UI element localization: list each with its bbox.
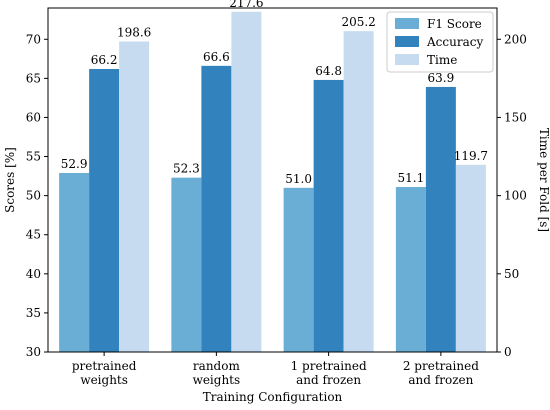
- y-tick-label: 45: [26, 228, 41, 242]
- bar: [425, 86, 456, 353]
- y-axis-title: Scores [%]: [3, 147, 17, 213]
- x-tick-label-line: and frozen: [296, 373, 361, 387]
- bar: [455, 164, 486, 352]
- bar: [343, 31, 374, 353]
- data-label: 51.0: [285, 172, 312, 186]
- y-tick-label: 50: [26, 189, 41, 203]
- data-label: 52.9: [61, 157, 88, 171]
- data-label: 66.6: [203, 50, 230, 64]
- x-tick-label-line: 2 pretrained: [403, 359, 479, 373]
- x-tick-label: 1 pretrained and frozen: [291, 359, 367, 387]
- bar: [119, 41, 150, 352]
- x-tick-label-line: weights: [193, 373, 241, 387]
- y-tick-label: 55: [26, 150, 41, 164]
- legend-swatch: [395, 18, 419, 29]
- x-tick-label: pretrained weights: [72, 359, 137, 387]
- bar: [313, 79, 344, 352]
- plot-frame: [47, 7, 498, 353]
- data-label: 198.6: [117, 25, 151, 39]
- y-tick-label: 35: [26, 306, 41, 320]
- axes-layer: 30 35 40 45 50 55 60 65 70 0 50 100 150 200 pretrained…: [3, 7, 550, 404]
- y2-tick-label: 200: [504, 32, 527, 46]
- bar: [89, 68, 120, 353]
- y-tick-label: 70: [26, 32, 41, 46]
- y2-axis-title: Time per Fold [s]: [537, 128, 550, 232]
- legend-label: Time: [427, 53, 457, 67]
- bar: [201, 65, 232, 352]
- bar: [59, 172, 90, 352]
- bars-layer: [59, 11, 486, 353]
- data-label: 64.8: [315, 64, 342, 78]
- data-label: 217.6: [229, 0, 263, 10]
- legend-swatch: [395, 36, 419, 47]
- bar: [231, 11, 262, 353]
- x-axis-title: Training Configuration: [203, 390, 343, 404]
- y-tick-label: 60: [26, 110, 41, 124]
- bar: [395, 187, 426, 352]
- data-label: 51.1: [398, 171, 425, 185]
- legend-label: F1 Score: [427, 17, 482, 31]
- y2-tick-label: 100: [504, 189, 527, 203]
- x-tick-label-line: weights: [80, 373, 128, 387]
- x-tick-label-line: 1 pretrained: [291, 359, 367, 373]
- legend: F1 Score Accuracy Time: [386, 11, 494, 73]
- data-labels-layer: 52.9 66.2 198.6 52.3 66.6 217.6 51.0 64.8 205.2 5…: [61, 0, 488, 186]
- y2-tick-label: 150: [504, 110, 527, 124]
- bar: [283, 187, 314, 352]
- data-label: 63.9: [428, 71, 455, 85]
- data-label: 66.2: [91, 53, 118, 67]
- y-tick-label: 30: [26, 345, 41, 359]
- data-label: 119.7: [454, 149, 488, 163]
- bar: [171, 177, 202, 352]
- y2-tick-label: 0: [504, 345, 512, 359]
- x-tick-label: 2 pretrained and frozen: [403, 359, 479, 387]
- data-label: 52.3: [173, 162, 200, 176]
- y-tick-label: 40: [26, 267, 41, 281]
- y2-tick-label: 50: [504, 267, 519, 281]
- x-tick-label: random weights: [193, 359, 241, 387]
- x-tick-label-line: and frozen: [408, 373, 473, 387]
- data-label: 205.2: [341, 15, 375, 29]
- legend-swatch: [395, 54, 419, 65]
- y-tick-label: 65: [26, 71, 41, 85]
- legend-label: Accuracy: [426, 35, 483, 49]
- x-tick-label-line: pretrained: [72, 359, 137, 373]
- x-tick-label-line: random: [193, 359, 241, 373]
